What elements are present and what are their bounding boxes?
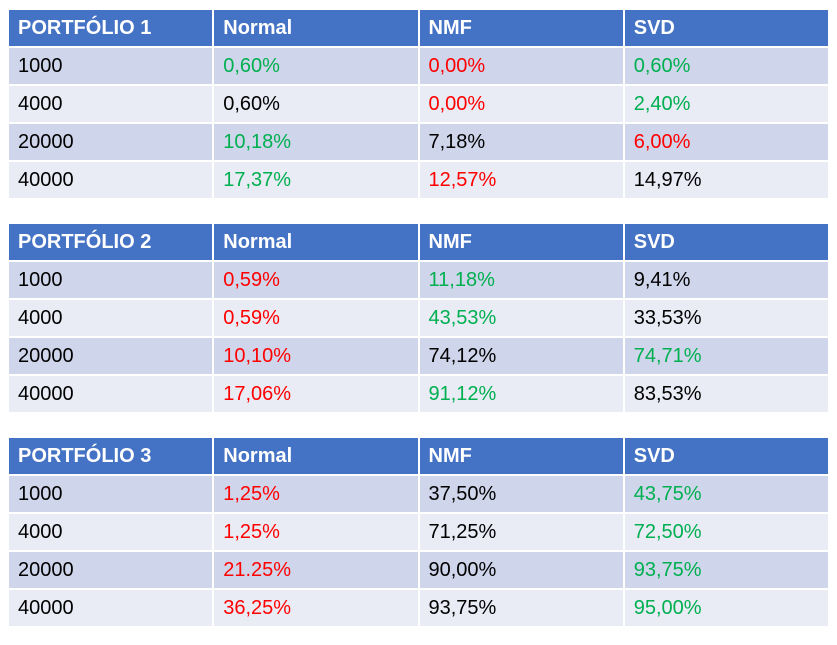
table-row: 20000 10,10% 74,12% 74,71% [9, 338, 828, 374]
cell-nmf: 74,12% [419, 338, 623, 374]
column-header-normal: Normal [214, 10, 418, 46]
portfolio-1-table: PORTFÓLIO 1 Normal NMF SVD 1000 0,60% 0,… [7, 8, 830, 200]
cell-normal: 10,10% [214, 338, 418, 374]
row-label: 4000 [9, 300, 213, 336]
column-header-normal: Normal [214, 224, 418, 260]
cell-normal: 17,06% [214, 376, 418, 412]
cell-nmf: 91,12% [419, 376, 623, 412]
row-label: 40000 [9, 162, 213, 198]
row-label: 20000 [9, 124, 213, 160]
table-header-row: PORTFÓLIO 3 Normal NMF SVD [9, 438, 828, 474]
row-label: 1000 [9, 262, 213, 298]
cell-nmf: 7,18% [419, 124, 623, 160]
row-label: 20000 [9, 552, 213, 588]
table-row: 4000 0,60% 0,00% 2,40% [9, 86, 828, 122]
table-title: PORTFÓLIO 3 [9, 438, 213, 474]
cell-normal: 36,25% [214, 590, 418, 626]
table-title: PORTFÓLIO 1 [9, 10, 213, 46]
cell-nmf: 37,50% [419, 476, 623, 512]
cell-svd: 43,75% [624, 476, 828, 512]
cell-normal: 0,60% [214, 86, 418, 122]
cell-normal: 21.25% [214, 552, 418, 588]
cell-svd: 9,41% [624, 262, 828, 298]
table-row: 40000 36,25% 93,75% 95,00% [9, 590, 828, 626]
row-label: 4000 [9, 514, 213, 550]
cell-svd: 14,97% [624, 162, 828, 198]
table-row: 1000 0,60% 0,00% 0,60% [9, 48, 828, 84]
table-row: 4000 0,59% 43,53% 33,53% [9, 300, 828, 336]
cell-nmf: 93,75% [419, 590, 623, 626]
column-header-svd: SVD [624, 10, 828, 46]
table-header-row: PORTFÓLIO 1 Normal NMF SVD [9, 10, 828, 46]
cell-svd: 0,60% [624, 48, 828, 84]
cell-nmf: 12,57% [419, 162, 623, 198]
table-row: 1000 0,59% 11,18% 9,41% [9, 262, 828, 298]
table-row: 1000 1,25% 37,50% 43,75% [9, 476, 828, 512]
table-row: 40000 17,37% 12,57% 14,97% [9, 162, 828, 198]
row-label: 1000 [9, 48, 213, 84]
cell-normal: 0,59% [214, 300, 418, 336]
cell-nmf: 90,00% [419, 552, 623, 588]
table-row: 4000 1,25% 71,25% 72,50% [9, 514, 828, 550]
column-header-nmf: NMF [419, 10, 623, 46]
table-row: 40000 17,06% 91,12% 83,53% [9, 376, 828, 412]
cell-nmf: 0,00% [419, 48, 623, 84]
portfolio-3-table: PORTFÓLIO 3 Normal NMF SVD 1000 1,25% 37… [7, 436, 830, 628]
row-label: 1000 [9, 476, 213, 512]
table-row: 20000 21.25% 90,00% 93,75% [9, 552, 828, 588]
table-header-row: PORTFÓLIO 2 Normal NMF SVD [9, 224, 828, 260]
cell-nmf: 43,53% [419, 300, 623, 336]
column-header-svd: SVD [624, 224, 828, 260]
column-header-normal: Normal [214, 438, 418, 474]
cell-normal: 1,25% [214, 476, 418, 512]
cell-normal: 17,37% [214, 162, 418, 198]
cell-svd: 2,40% [624, 86, 828, 122]
column-header-nmf: NMF [419, 224, 623, 260]
cell-nmf: 11,18% [419, 262, 623, 298]
cell-svd: 83,53% [624, 376, 828, 412]
cell-svd: 72,50% [624, 514, 828, 550]
cell-svd: 33,53% [624, 300, 828, 336]
cell-svd: 74,71% [624, 338, 828, 374]
cell-normal: 10,18% [214, 124, 418, 160]
row-label: 4000 [9, 86, 213, 122]
cell-nmf: 71,25% [419, 514, 623, 550]
cell-normal: 1,25% [214, 514, 418, 550]
table-title: PORTFÓLIO 2 [9, 224, 213, 260]
cell-svd: 6,00% [624, 124, 828, 160]
cell-normal: 0,60% [214, 48, 418, 84]
cell-svd: 95,00% [624, 590, 828, 626]
cell-svd: 93,75% [624, 552, 828, 588]
row-label: 40000 [9, 376, 213, 412]
table-row: 20000 10,18% 7,18% 6,00% [9, 124, 828, 160]
row-label: 40000 [9, 590, 213, 626]
column-header-svd: SVD [624, 438, 828, 474]
column-header-nmf: NMF [419, 438, 623, 474]
cell-normal: 0,59% [214, 262, 418, 298]
portfolio-2-table: PORTFÓLIO 2 Normal NMF SVD 1000 0,59% 11… [7, 222, 830, 414]
row-label: 20000 [9, 338, 213, 374]
cell-nmf: 0,00% [419, 86, 623, 122]
